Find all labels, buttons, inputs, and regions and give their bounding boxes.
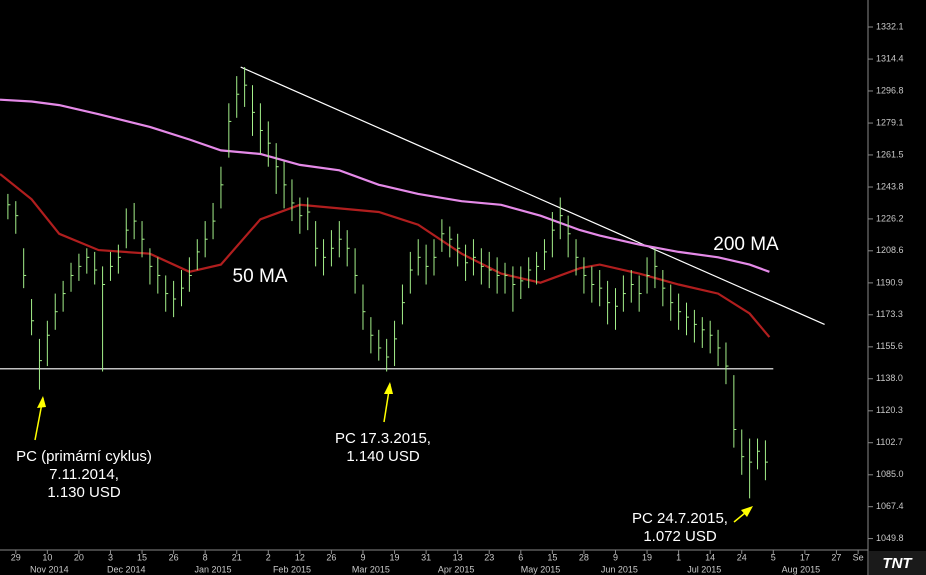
y-tick-label: 1314.4: [876, 53, 904, 63]
x-tick-label: 21: [232, 552, 242, 562]
y-tick-label: 1261.5: [876, 149, 904, 159]
x-tick-label: 14: [705, 552, 715, 562]
x-tick-label: 10: [42, 552, 52, 562]
x-tick-label: 28: [579, 552, 589, 562]
plot-area: [0, 66, 825, 499]
y-tick-label: 1208.6: [876, 245, 904, 255]
annotation-text: PC 24.7.2015,: [632, 510, 728, 527]
x-tick-label: 19: [642, 552, 652, 562]
x-tick-label: 9: [613, 552, 618, 562]
arrowhead: [384, 382, 393, 394]
month-label: Feb 2015: [273, 564, 311, 574]
month-label: Nov 2014: [30, 564, 69, 574]
y-tick-label: 1049.8: [876, 533, 904, 543]
annotation-text: PC 17.3.2015,: [335, 430, 431, 447]
y-tick-label: 1085.0: [876, 469, 904, 479]
moving-average: [0, 98, 770, 273]
ma-label: 50 MA: [233, 266, 288, 287]
x-tick-label: 29: [11, 552, 21, 562]
month-label: Jul 2015: [687, 564, 721, 574]
y-tick-label: 1173.3: [876, 309, 903, 319]
month-label: Aug 2015: [782, 564, 821, 574]
axes: 1332.11314.41296.81279.11261.51243.81226…: [11, 21, 904, 574]
annotation-text: 1.130 USD: [47, 484, 121, 501]
arrowhead: [741, 506, 753, 517]
x-tick-label: 23: [484, 552, 494, 562]
y-tick-label: 1243.8: [876, 181, 904, 191]
x-tick-label: 5: [771, 552, 776, 562]
x-tick-label: 15: [547, 552, 557, 562]
annotation-text: 7.11.2014,: [49, 466, 119, 483]
annotation-text: 1.140 USD: [346, 448, 420, 465]
y-tick-label: 1120.3: [876, 405, 903, 415]
month-label: Jan 2015: [195, 564, 232, 574]
x-tick-label: 17: [800, 552, 810, 562]
x-tick-label: 2: [266, 552, 271, 562]
x-tick-label: 24: [737, 552, 747, 562]
x-tick-label: 20: [74, 552, 84, 562]
y-tick-label: 1296.8: [876, 85, 904, 95]
annotation-text: PC (primární cyklus): [16, 448, 152, 465]
x-tick-label: 9: [360, 552, 365, 562]
logo: TNT: [882, 555, 913, 572]
annotations: 50 MA 200 MA PC (primární cyklus)7.11.2014…: [16, 234, 779, 545]
x-tick-label: 12: [295, 552, 305, 562]
annotation-text: 1.072 USD: [643, 528, 717, 545]
ma-label: 200 MA: [713, 234, 779, 255]
y-tick-label: 1067.4: [876, 501, 904, 511]
y-tick-label: 1138.0: [876, 373, 903, 383]
x-tick-label: 8: [203, 552, 208, 562]
x-tick-label: Se: [853, 552, 864, 562]
y-tick-label: 1190.9: [876, 277, 903, 287]
x-tick-label: 15: [137, 552, 147, 562]
x-tick-label: 3: [108, 552, 113, 562]
y-tick-label: 1332.1: [876, 21, 904, 31]
x-tick-label: 13: [453, 552, 463, 562]
x-tick-label: 19: [390, 552, 400, 562]
month-label: Apr 2015: [438, 564, 475, 574]
x-tick-label: 31: [421, 552, 431, 562]
y-tick-label: 1155.6: [876, 341, 903, 351]
y-tick-label: 1226.2: [876, 213, 904, 223]
month-label: Jun 2015: [601, 564, 638, 574]
y-tick-label: 1279.1: [876, 117, 904, 127]
x-tick-label: 6: [518, 552, 523, 562]
month-label: May 2015: [521, 564, 561, 574]
logo-box: [869, 551, 926, 575]
trendline: [240, 66, 825, 325]
x-tick-label: 27: [831, 552, 841, 562]
month-label: Mar 2015: [352, 564, 390, 574]
x-tick-label: 26: [169, 552, 179, 562]
x-tick-label: 1: [676, 552, 681, 562]
month-label: Dec 2014: [107, 564, 146, 574]
x-tick-label: 26: [326, 552, 336, 562]
y-tick-label: 1102.7: [876, 437, 903, 447]
arrowhead: [37, 396, 46, 408]
moving-average: [0, 173, 771, 338]
